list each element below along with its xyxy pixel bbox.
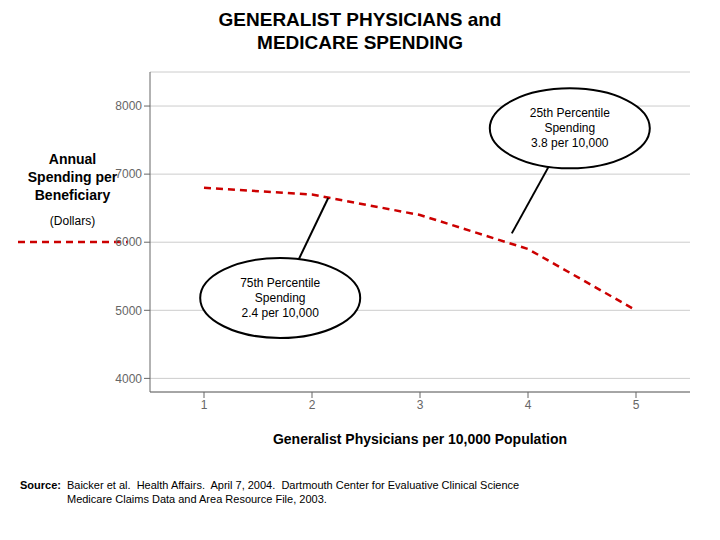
svg-text:25th PercentileSpending3.8 per: 25th PercentileSpending3.8 per 10,000 — [530, 106, 610, 150]
svg-text:3: 3 — [417, 398, 424, 412]
svg-text:5: 5 — [633, 398, 640, 412]
html-text:Baicker et al. Health Affairs.: Baicker et al. Health Affairs. April 7, … — [67, 479, 520, 505]
svg-text:1: 1 — [201, 398, 208, 412]
svg-text:8000: 8000 — [115, 99, 142, 113]
svg-text:4: 4 — [525, 398, 532, 412]
html-text:Annual Spending per Beneficiar: Annual Spending per Beneficiary — [27, 151, 118, 203]
svg-text:75th PercentileSpending2.4 per: 75th PercentileSpending2.4 per 10,000 — [240, 276, 320, 320]
svg-text:Generalist Physicians per 10,0: Generalist Physicians per 10,000 Populat… — [273, 431, 567, 447]
svg-text:2: 2 — [309, 398, 316, 412]
html-text:(Dollars): (Dollars) — [49, 214, 96, 228]
svg-text:7000: 7000 — [115, 167, 142, 181]
html-text:GENERALIST PHYSICIANS and MEDI: GENERALIST PHYSICIANS and MEDICARE SPEND… — [218, 9, 502, 53]
svg-text:5000: 5000 — [115, 304, 142, 318]
html-text:Source:: Source: — [20, 479, 61, 491]
svg-text:4000: 4000 — [115, 372, 142, 386]
svg-text:6000: 6000 — [115, 235, 142, 249]
